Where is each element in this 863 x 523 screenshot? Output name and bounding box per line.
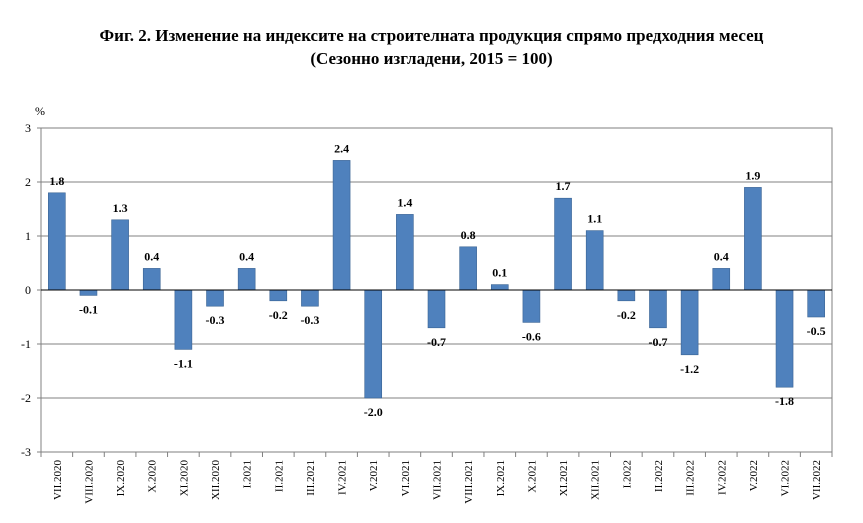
x-tick-label: VII.2020	[52, 460, 64, 501]
bar	[712, 268, 731, 291]
bar	[554, 197, 572, 291]
y-tick-label: -3	[21, 445, 31, 459]
x-tick-label: VIII.2020	[83, 460, 95, 504]
data-label: -1.2	[680, 362, 699, 376]
data-label: 1.4	[397, 195, 412, 209]
bar	[364, 289, 383, 399]
bar	[237, 268, 256, 291]
data-labels: 1.8 -0.1 1.3 0.4 -1.1 -0.3 0.4 -0.2 -0.3 2.4 -2.0 1…	[49, 141, 825, 419]
x-tick-label: III.2021	[305, 460, 317, 496]
x-tick-label: VII.2021	[432, 460, 444, 500]
bar	[807, 289, 825, 318]
x-tick-label: I.2022	[621, 460, 633, 488]
x-tick-label: II.2022	[653, 460, 665, 492]
bar	[142, 268, 161, 291]
x-tick-label: X.2021	[526, 460, 538, 493]
x-tick-label: XII.2021	[590, 460, 602, 500]
bar	[459, 246, 477, 291]
y-tick-label: 3	[25, 121, 31, 135]
bar	[427, 289, 446, 329]
bar	[585, 230, 604, 291]
bar	[490, 284, 509, 291]
x-tick-label: VII.2022	[811, 460, 823, 500]
bar	[269, 289, 288, 302]
bar	[649, 289, 667, 329]
y-tick-label: 0	[25, 283, 31, 297]
x-tick-label: V.2021	[368, 460, 380, 491]
y-tick-label: -2	[21, 391, 31, 405]
x-tick-label: VIII.2021	[463, 460, 475, 504]
x-tick-label: II.2021	[273, 460, 285, 492]
data-label: -2.0	[364, 405, 383, 419]
data-label: -0.2	[617, 308, 636, 322]
x-tick-label: I.2021	[242, 460, 254, 488]
chart-title: Фиг. 2. Изменение на индексите на строит…	[99, 26, 764, 45]
data-label: -0.1	[79, 302, 98, 316]
y-tick-label: -1	[21, 337, 31, 351]
bar	[174, 289, 193, 350]
data-label: -0.5	[807, 324, 826, 338]
data-label: -1.8	[775, 394, 794, 408]
y-axis-label: %	[35, 104, 45, 118]
data-label: 1.8	[49, 174, 64, 188]
data-label: 1.7	[556, 179, 571, 193]
data-label: 0.8	[461, 228, 476, 242]
bar	[522, 289, 541, 323]
bar	[744, 187, 762, 291]
data-label: -0.2	[269, 308, 288, 322]
data-label: -0.3	[300, 313, 319, 327]
x-tick-label: IV.2021	[337, 460, 349, 495]
bar	[617, 289, 636, 302]
bar	[79, 289, 98, 296]
x-tick-label: VI.2021	[400, 460, 412, 496]
data-label: 1.3	[113, 201, 128, 215]
y-tick-label: 2	[25, 175, 31, 189]
x-tick-label: IX.2020	[115, 460, 127, 497]
bar	[206, 289, 224, 307]
data-label: 1.1	[587, 212, 602, 226]
bars	[48, 160, 825, 399]
bar	[301, 289, 319, 307]
x-tick-label: IX.2021	[495, 460, 507, 496]
x-tick-label: V.2022	[748, 460, 760, 491]
x-tick-label: XII.2020	[210, 460, 222, 501]
bar	[48, 192, 66, 291]
chart-subtitle: (Сезонно изгладени, 2015 = 100)	[310, 49, 553, 68]
bar	[332, 160, 351, 291]
data-label: 2.4	[334, 141, 349, 155]
x-tick-label: X.2020	[147, 460, 159, 493]
x-tick-label: III.2022	[685, 460, 697, 496]
data-label: 0.1	[492, 266, 507, 280]
data-label: 1.9	[745, 168, 760, 182]
data-label: -1.1	[174, 356, 193, 370]
bar	[775, 289, 794, 388]
x-tick-label: VI.2022	[780, 460, 792, 496]
y-axis: -3 -2 -1 0 1 2 3	[21, 121, 42, 459]
x-axis: VII.2020 VIII.2020 IX.2020 X.2020 XI.2020 XII…	[40, 289, 833, 504]
bar	[680, 289, 699, 356]
data-label: 0.4	[144, 249, 159, 263]
x-tick-label: IV.2022	[716, 460, 728, 495]
data-label: 0.4	[239, 249, 254, 263]
x-tick-label: XI.2021	[558, 460, 570, 496]
data-label: 0.4	[714, 249, 729, 263]
data-label: -0.7	[427, 335, 446, 349]
data-label: -0.6	[522, 329, 541, 343]
data-label: -0.3	[206, 313, 225, 327]
bar	[111, 219, 129, 291]
y-tick-label: 1	[25, 229, 31, 243]
bar	[396, 214, 414, 291]
data-label: -0.7	[648, 335, 667, 349]
x-tick-label: XI.2020	[178, 460, 190, 497]
